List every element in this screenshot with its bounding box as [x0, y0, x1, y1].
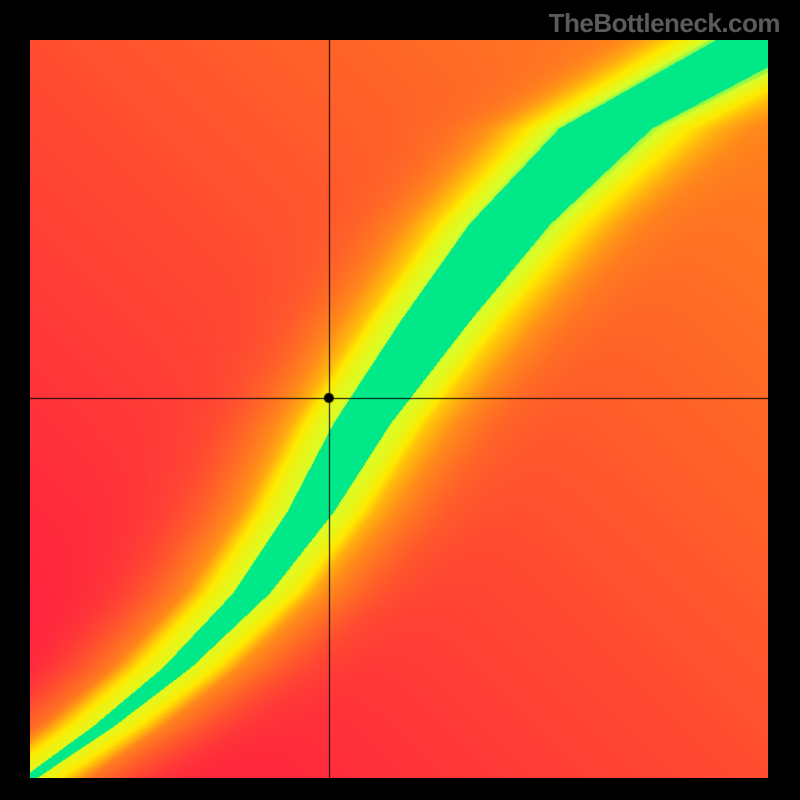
bottleneck-heatmap: [30, 40, 768, 778]
watermark-text: TheBottleneck.com: [549, 8, 780, 39]
page-frame: TheBottleneck.com: [0, 0, 800, 800]
